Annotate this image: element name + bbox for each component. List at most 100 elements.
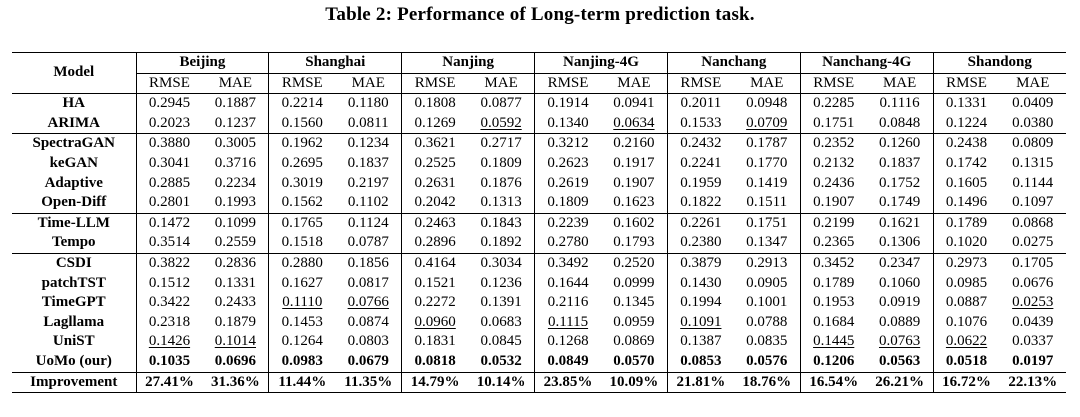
value-cell: 0.1856 — [335, 252, 402, 274]
metric-value: 0.2347 — [878, 254, 921, 271]
value-cell: 0.1345 — [601, 293, 667, 313]
metric-value: 0.2239 — [547, 214, 589, 231]
metric-value: 0.1269 — [414, 114, 456, 131]
value-cell: 0.3716 — [202, 154, 268, 174]
metric-value: 0.2945 — [148, 95, 191, 112]
value-cell: 0.2717 — [468, 133, 535, 154]
metric-value: 0.2132 — [813, 154, 855, 171]
value-cell: 0.1789 — [799, 273, 867, 294]
value-cell: 0.2436 — [799, 173, 867, 194]
value-cell: 0.3422 — [135, 293, 203, 313]
value-cell: 0.0868 — [999, 212, 1066, 234]
value-cell: 0.1809 — [468, 154, 534, 174]
dataset-header-nanchang-4g: Nanchang-4G — [799, 52, 934, 74]
value-cell: 0.1430 — [666, 273, 734, 294]
value-cell: 0.0874 — [335, 313, 401, 333]
metric-header-mae: MAE — [468, 72, 535, 94]
value-cell: 0.2318 — [135, 312, 203, 333]
table-row: Tempo 0.3514 0.2559 0.1518 0.0787 0.2896 0.189… — [12, 233, 1066, 254]
value-cell: 0.1260 — [866, 133, 934, 154]
value-cell: 0.3514 — [135, 233, 203, 254]
value-cell: 0.2132 — [799, 153, 867, 174]
value-cell: 0.2836 — [202, 252, 269, 274]
improvement-value: 18.76% — [733, 371, 801, 394]
value-cell: 0.2913 — [733, 252, 801, 274]
value-cell: 0.1445 — [799, 332, 867, 352]
metric-value: 0.1808 — [414, 95, 456, 112]
improvement-value: 16.54% — [799, 371, 867, 394]
value-cell: 0.2199 — [799, 212, 867, 234]
improvement-value: 10.14% — [468, 371, 535, 394]
improvement-value: 22.13% — [999, 371, 1066, 394]
metric-value: 0.1099 — [214, 214, 256, 231]
metric-value: 0.0679 — [347, 352, 389, 369]
metric-value: 0.1879 — [214, 313, 256, 330]
metric-value: 0.1234 — [347, 135, 389, 152]
value-cell: 0.0709 — [734, 114, 800, 134]
metric-value: 0.1602 — [613, 214, 655, 231]
value-cell: 0.1822 — [666, 193, 734, 214]
value-cell: 0.0959 — [601, 313, 667, 333]
value-cell: 0.3879 — [666, 252, 734, 274]
metric-value: 0.1331 — [214, 274, 256, 291]
metric-value: 0.0811 — [347, 114, 389, 131]
table-row: Time-LLM 0.1472 0.1099 0.1765 0.1124 0.2463 0.… — [12, 212, 1066, 234]
value-cell: 0.0592 — [468, 114, 534, 134]
value-cell: 0.3452 — [799, 252, 867, 274]
metric-value: 0.1843 — [480, 214, 522, 231]
value-cell: 0.0439 — [1000, 313, 1067, 333]
value-cell: 0.1751 — [799, 113, 867, 134]
model-name-cell: UniST — [52, 333, 95, 350]
value-cell: 0.1751 — [733, 212, 801, 234]
model-name-cell: Adaptive — [44, 174, 103, 191]
metric-value: 0.1533 — [680, 114, 722, 131]
dataset-header-shanghai: Shanghai — [268, 52, 402, 74]
metric-value: 0.1512 — [148, 274, 191, 291]
value-cell: 0.0960 — [401, 312, 469, 333]
dataset-header-nanjing: Nanjing — [401, 52, 535, 74]
metric-value: 0.1876 — [480, 174, 522, 191]
value-cell: 0.0985 — [932, 273, 1000, 294]
value-cell: 0.0634 — [601, 114, 667, 134]
metric-value: 0.1060 — [878, 274, 921, 291]
metric-value: 0.3005 — [214, 135, 256, 152]
value-cell: 0.1347 — [734, 233, 800, 253]
metric-value: 0.0948 — [746, 95, 788, 112]
metric-value: 0.2780 — [547, 234, 589, 251]
metric-value: 0.3034 — [480, 254, 522, 271]
value-cell: 0.1237 — [202, 114, 268, 134]
value-cell: 0.0848 — [867, 114, 933, 134]
improvement-label: Improvement — [12, 371, 136, 394]
value-cell: 0.1518 — [268, 233, 336, 254]
value-cell: 0.0803 — [335, 332, 401, 352]
metric-value: 0.1518 — [281, 234, 323, 251]
value-cell: 0.1605 — [932, 173, 1000, 194]
value-cell: 0.0253 — [1000, 293, 1067, 313]
value-cell: 0.1887 — [202, 93, 269, 114]
value-cell: 0.2365 — [799, 233, 867, 254]
model-name-cell: CSDI — [12, 252, 136, 274]
value-cell: 0.1837 — [867, 154, 933, 174]
improvement-value: 31.36% — [202, 371, 269, 394]
metric-value: 0.1430 — [680, 274, 722, 291]
metric-value: 0.0439 — [1012, 313, 1054, 330]
value-cell: 0.1391 — [468, 293, 534, 313]
metric-value: 0.2913 — [746, 254, 788, 271]
metric-value: 0.1993 — [214, 194, 256, 211]
metric-value: 0.2432 — [680, 135, 722, 152]
metric-value: 0.0380 — [1012, 114, 1054, 131]
value-cell: 0.2214 — [268, 93, 336, 114]
value-cell: 0.1787 — [733, 133, 801, 154]
value-cell: 0.1843 — [468, 212, 535, 234]
table-row: Adaptive 0.2885 0.2234 0.3019 0.2197 0.2631 0.… — [12, 173, 1066, 194]
model-name-cell: patchTST — [41, 274, 106, 291]
value-cell: 0.1306 — [867, 233, 933, 253]
metric-value: 0.0803 — [347, 333, 389, 350]
metric-value: 0.1822 — [680, 194, 722, 211]
metric-value: 0.1789 — [813, 274, 855, 291]
value-cell: 0.1962 — [268, 133, 336, 154]
metric-value: 0.0849 — [547, 352, 589, 369]
metric-value: 0.0817 — [347, 274, 389, 291]
value-cell: 0.1959 — [666, 173, 734, 194]
metric-value: 0.0787 — [347, 234, 389, 251]
